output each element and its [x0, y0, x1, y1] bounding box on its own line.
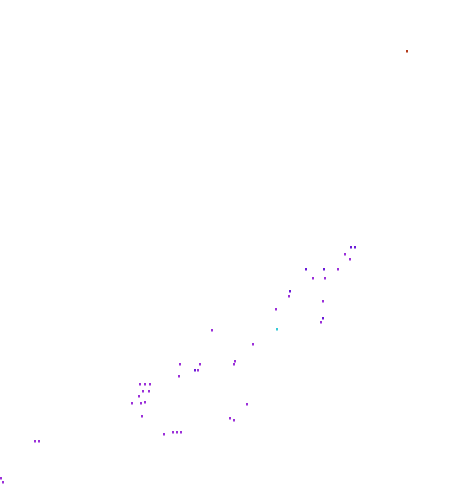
- data-point: [288, 295, 290, 298]
- data-point: [144, 383, 146, 386]
- data-point: [229, 417, 231, 420]
- data-point: [197, 369, 199, 372]
- data-point: [344, 253, 346, 256]
- data-point: [252, 343, 254, 346]
- data-point: [276, 328, 278, 331]
- data-point: [38, 440, 40, 443]
- data-point: [144, 401, 146, 404]
- data-point: [324, 277, 326, 280]
- data-point: [172, 431, 174, 434]
- data-point: [138, 395, 140, 398]
- data-point: [233, 363, 235, 366]
- data-point: [131, 402, 133, 405]
- data-point: [320, 321, 322, 324]
- data-point: [148, 390, 150, 393]
- data-point: [199, 363, 201, 366]
- data-point: [322, 300, 324, 303]
- data-point: [312, 277, 314, 280]
- data-point: [141, 415, 143, 418]
- data-point: [322, 317, 324, 320]
- data-point: [0, 477, 2, 480]
- data-point: [323, 268, 325, 271]
- data-point: [289, 290, 291, 293]
- data-point: [180, 431, 182, 434]
- data-point: [337, 268, 339, 271]
- data-point: [178, 375, 180, 378]
- data-point: [2, 481, 4, 484]
- data-point: [211, 329, 213, 332]
- data-point: [163, 433, 165, 436]
- data-point: [233, 419, 235, 422]
- data-point: [275, 308, 277, 311]
- data-point: [406, 50, 408, 53]
- data-point: [179, 363, 181, 366]
- data-point: [354, 246, 356, 249]
- data-point: [149, 383, 151, 386]
- data-point: [246, 403, 248, 406]
- data-point: [139, 383, 141, 386]
- data-point: [350, 246, 352, 249]
- data-point: [140, 402, 142, 405]
- data-point: [142, 390, 144, 393]
- data-point: [234, 360, 236, 363]
- data-point: [176, 431, 178, 434]
- data-point: [305, 268, 307, 271]
- data-points: [0, 50, 408, 484]
- data-point: [34, 440, 36, 443]
- data-point: [194, 369, 196, 372]
- data-point: [349, 258, 351, 261]
